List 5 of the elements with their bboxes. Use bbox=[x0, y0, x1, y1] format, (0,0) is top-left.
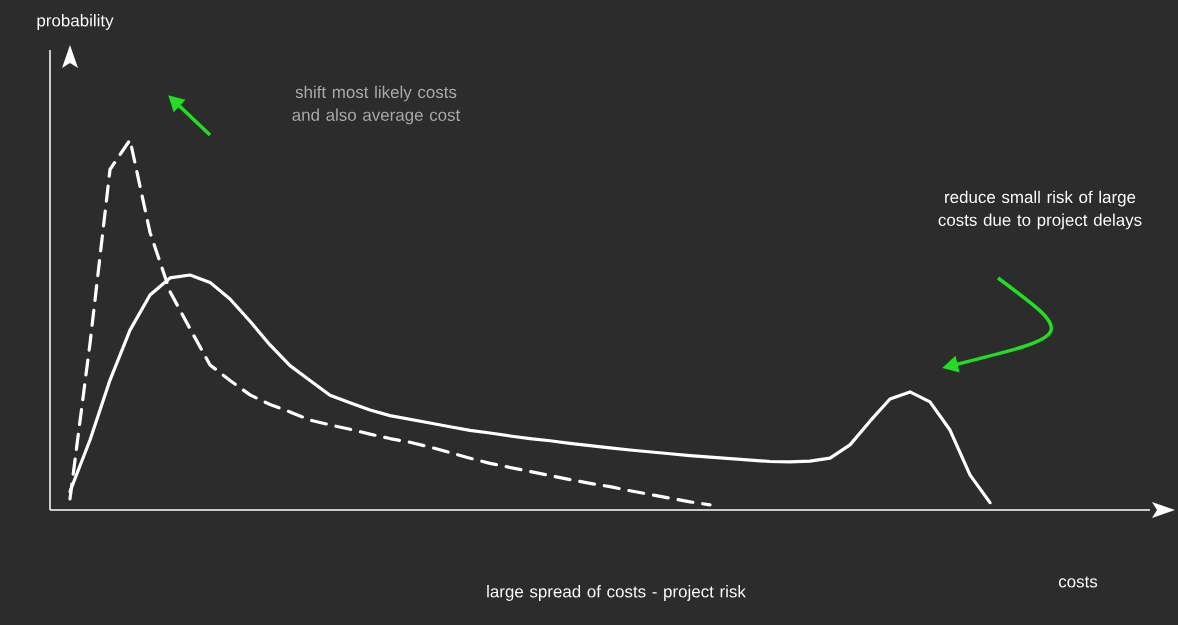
text: costs bbox=[1058, 576, 1098, 588]
annotation: reduce small risk of large costs due to project delays bbox=[938, 190, 1142, 230]
text: large spread of costs - project risk bbox=[487, 585, 746, 601]
text: shift most likely costs and also average cost bbox=[292, 85, 461, 125]
text: probability bbox=[37, 14, 114, 30]
